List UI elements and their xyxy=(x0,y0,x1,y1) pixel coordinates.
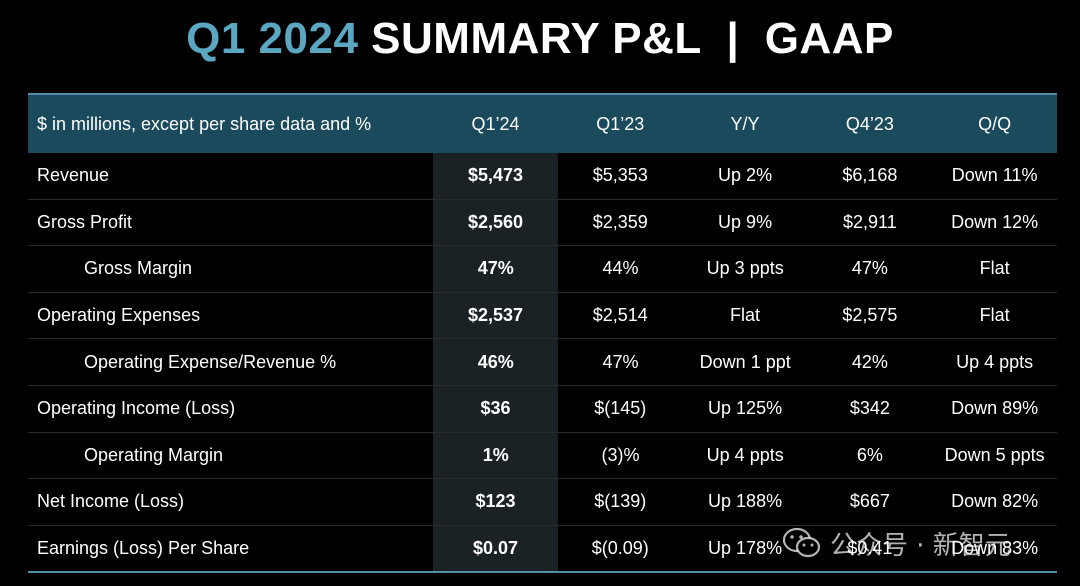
table-row: Operating Expense/Revenue % 46% 47% Down 1 … xyxy=(28,339,1057,386)
cell-q1-24: $5,473 xyxy=(433,153,558,199)
cell-qq: Down 12% xyxy=(951,211,1039,232)
cell-qq: Down 5 ppts xyxy=(944,444,1045,465)
cell-q1-23: 47% xyxy=(602,351,639,372)
cell-q1-24: $2,560 xyxy=(433,199,558,246)
table-row: Operating Margin 1% (3)% Up 4 ppts 6% Down 5 … xyxy=(28,432,1057,480)
cell-q1-23: $5,353 xyxy=(592,165,648,186)
header-yy: Y/Y xyxy=(730,113,760,134)
header-q1-23: Q1’23 xyxy=(596,113,645,134)
cell-yy: Up 2% xyxy=(718,165,773,186)
cell-q4-23: 6% xyxy=(856,444,883,465)
row-label: Gross Margin xyxy=(84,258,193,279)
cell-qq: Flat xyxy=(979,258,1010,279)
header-qq: Q/Q xyxy=(978,113,1012,134)
row-label: Revenue xyxy=(37,165,110,186)
cell-yy: Up 3 ppts xyxy=(706,258,784,279)
cell-q1-24: 46% xyxy=(433,339,559,385)
cell-q4-23: $2,911 xyxy=(842,211,897,232)
cell-qq: Flat xyxy=(979,305,1010,326)
cell-yy: Flat xyxy=(730,305,761,326)
table-header-row: $ in millions, except per share data and… xyxy=(28,95,1057,153)
watermark: 公众号 · 新智元 xyxy=(782,523,1011,563)
row-label: Operating Expenses xyxy=(37,305,201,326)
table-row: Gross Margin 47% 44% Up 3 ppts 47% Flat xyxy=(28,246,1057,293)
cell-yy: Up 178% xyxy=(708,538,783,559)
cell-q4-23: $6,168 xyxy=(842,165,898,186)
row-label: Operating Expense/Revenue % xyxy=(84,351,337,372)
page-title: Q1 2024 SUMMARY P&L | GAAP xyxy=(0,14,1080,64)
cell-q1-24: $2,537 xyxy=(433,292,558,339)
title-rest: SUMMARY P&L | GAAP xyxy=(358,14,894,63)
cell-qq: Down 89% xyxy=(951,398,1039,419)
row-label: Operating Income (Loss) xyxy=(37,398,236,419)
cell-q1-24: $36 xyxy=(433,385,558,432)
table-row: Net Income (Loss) $123 $(139) Up 188% $667 Do… xyxy=(28,479,1057,526)
cell-qq: Up 4 ppts xyxy=(956,351,1034,372)
watermark-text: 公众号 · 新智元 xyxy=(830,530,1011,561)
cell-q1-23: 44% xyxy=(602,258,639,279)
cell-yy: Up 125% xyxy=(708,398,783,419)
cell-q1-23: $2,359 xyxy=(592,211,648,232)
cell-q4-23: $667 xyxy=(849,491,890,512)
table-row: Revenue $5,473 $5,353 Up 2% $6,168 Down 11% xyxy=(28,153,1057,200)
cell-q4-23: $342 xyxy=(849,398,890,419)
cell-q1-23: $2,514 xyxy=(592,305,648,326)
cell-q1-24: 47% xyxy=(433,246,559,292)
table-row: Gross Profit $2,560 $2,359 Up 9% $2,911 Down … xyxy=(28,199,1057,247)
cell-q1-23: $(145) xyxy=(594,398,647,419)
header-q4-23: Q4’23 xyxy=(845,113,894,134)
cell-q4-23: 42% xyxy=(851,351,888,372)
pl-summary-table: $ in millions, except per share data and… xyxy=(28,93,1057,574)
cell-yy: Up 4 ppts xyxy=(706,444,784,465)
cell-q1-24: $0.07 xyxy=(433,525,558,572)
wechat-logo-icon xyxy=(782,527,821,558)
cell-q4-23: $0.41 xyxy=(847,538,893,559)
table-row: Operating Income (Loss) $36 $(145) Up 125% $… xyxy=(28,385,1057,433)
cell-qq: Down 82% xyxy=(951,491,1039,512)
cell-yy: Up 9% xyxy=(718,211,773,232)
cell-q4-23: $2,575 xyxy=(842,305,898,326)
header-label: $ in millions, except per share data and… xyxy=(37,113,372,134)
title-accent: Q1 2024 xyxy=(186,14,359,63)
cell-q1-24: 1% xyxy=(433,432,559,479)
row-label: Operating Margin xyxy=(84,444,224,465)
table-row: Earnings (Loss) Per Share $0.07 $(0.09) Up … xyxy=(28,525,1057,572)
cell-q1-23: $(139) xyxy=(594,491,647,512)
cell-q4-23: 47% xyxy=(851,258,888,279)
cell-yy: Up 188% xyxy=(708,491,783,512)
row-label: Earnings (Loss) Per Share xyxy=(37,538,250,559)
header-q1-24: Q1’24 xyxy=(471,113,520,134)
cell-q1-23: (3)% xyxy=(601,444,640,465)
cell-q1-23: $(0.09) xyxy=(591,538,649,559)
cell-qq: Down 11% xyxy=(951,165,1038,186)
row-label: Gross Profit xyxy=(37,211,133,232)
table-row: Operating Expenses $2,537 $2,514 Flat $2,575… xyxy=(28,292,1057,340)
cell-q1-24: $123 xyxy=(433,479,558,525)
cell-yy: Down 1 ppt xyxy=(699,351,791,372)
cell-qq: Down 83% xyxy=(951,538,1039,559)
row-label: Net Income (Loss) xyxy=(37,491,185,512)
